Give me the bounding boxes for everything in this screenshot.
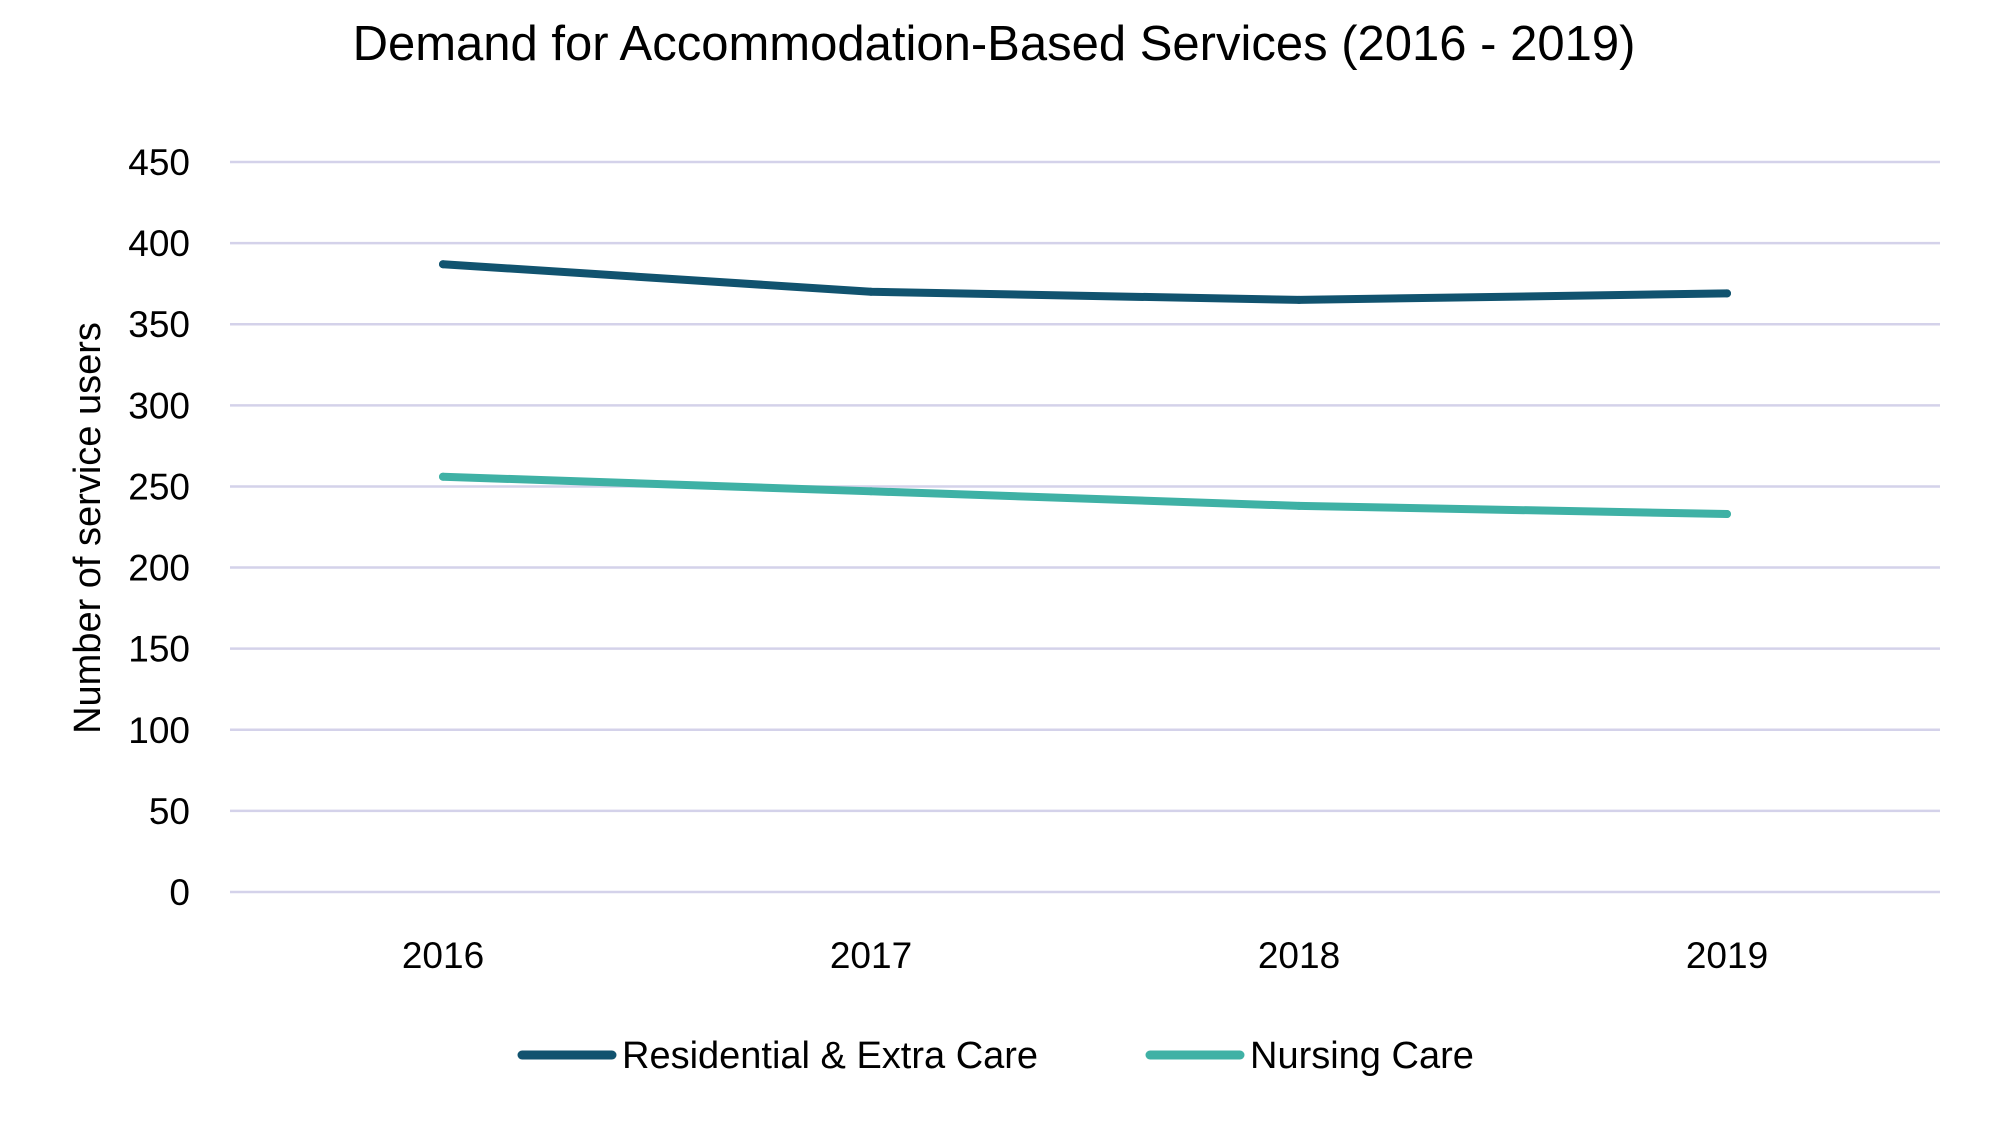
x-tick-label: 2016 <box>402 935 484 976</box>
y-tick-label: 250 <box>128 466 190 507</box>
y-tick-label: 450 <box>128 142 190 183</box>
y-tick-label: 150 <box>128 629 190 670</box>
y-tick-label: 100 <box>128 710 190 751</box>
x-tick-label: 2018 <box>1258 935 1340 976</box>
x-tick-label: 2019 <box>1686 935 1768 976</box>
chart-title: Demand for Accommodation-Based Services … <box>353 17 1636 71</box>
data-point <box>1295 295 1303 304</box>
data-point <box>1295 501 1303 510</box>
y-axis-ticks: 0 50 100 150 200 250 300 350 400 450 <box>128 142 190 913</box>
legend-label: Nursing Care <box>1250 1035 1474 1077</box>
y-tick-label: 350 <box>128 304 190 345</box>
data-point <box>1723 510 1731 519</box>
gridlines <box>230 160 1940 894</box>
data-point <box>867 287 875 296</box>
data-point <box>1723 289 1731 298</box>
data-point <box>867 487 875 496</box>
y-tick-label: 0 <box>169 872 190 913</box>
x-tick-label: 2017 <box>830 935 912 976</box>
y-axis-label: Number of service users <box>67 322 109 734</box>
x-axis-ticks: 2016 2017 2018 2019 <box>402 935 1768 976</box>
y-tick-label: 400 <box>128 223 190 264</box>
data-point <box>439 260 447 269</box>
y-tick-label: 50 <box>149 791 190 832</box>
legend: Residential & Extra Care Nursing Care <box>517 1035 1474 1077</box>
series-lines <box>439 260 1731 519</box>
series-line-2 <box>439 472 1731 519</box>
data-point <box>439 472 447 481</box>
y-tick-label: 300 <box>128 385 190 426</box>
series-line-1 <box>439 260 1731 304</box>
legend-label: Residential & Extra Care <box>622 1035 1038 1077</box>
y-tick-label: 200 <box>128 548 190 589</box>
